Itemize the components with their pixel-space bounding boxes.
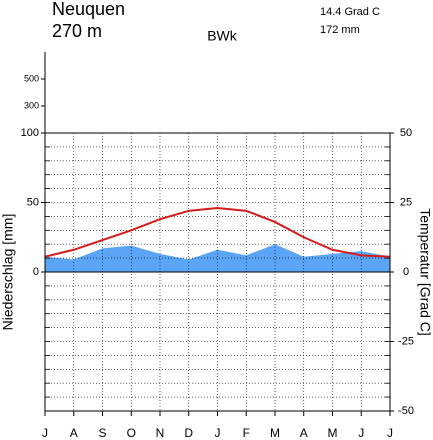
x-tick-label: D — [184, 426, 193, 440]
x-tick-label: O — [127, 426, 136, 440]
x-tick-label: J — [387, 426, 393, 440]
climate-class: BWk — [207, 28, 238, 44]
temperature-line — [44, 207, 391, 258]
x-tick-label: J — [42, 426, 48, 440]
x-tick-label: F — [243, 426, 250, 440]
y-tick-label: 100 — [21, 127, 39, 139]
x-tick-label: S — [98, 426, 106, 440]
y-tick-label: 300 — [24, 100, 39, 110]
y-tick-label: 500 — [24, 73, 39, 83]
x-tick-label: M — [328, 426, 338, 440]
x-tick-label: N — [156, 426, 165, 440]
y-axis-label: Niederschlag [mm] — [0, 214, 16, 331]
x-tick-label: J — [358, 426, 364, 440]
chart-title: Neuquen — [52, 0, 125, 19]
y2-tick-label: -25 — [398, 335, 414, 347]
x-tick-label: A — [300, 426, 308, 440]
y2-axis-label: Temperatur [Grad C] — [417, 208, 433, 336]
x-tick-label: M — [270, 426, 280, 440]
chart-subtitle: 270 m — [52, 21, 102, 41]
annual-precipitation: 172 mm — [320, 24, 360, 36]
x-tick-label: A — [70, 426, 78, 440]
x-tick-label: J — [215, 426, 221, 440]
y2-tick-label: -50 — [398, 405, 414, 417]
y2-tick-label: 0 — [403, 266, 409, 278]
y2-tick-label: 50 — [400, 127, 412, 139]
mean-temperature: 14.4 Grad C — [320, 6, 380, 18]
y-tick-label: 0 — [33, 266, 39, 278]
y2-tick-label: 25 — [400, 196, 412, 208]
y-tick-label: 50 — [27, 196, 39, 208]
